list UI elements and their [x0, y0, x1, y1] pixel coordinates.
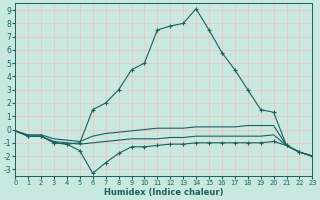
X-axis label: Humidex (Indice chaleur): Humidex (Indice chaleur) [104, 188, 224, 197]
